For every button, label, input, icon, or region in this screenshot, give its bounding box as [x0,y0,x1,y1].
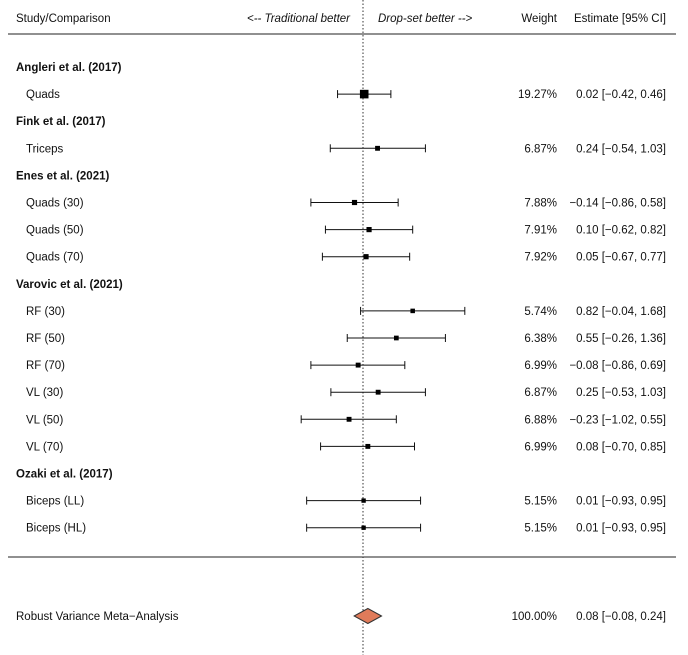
row-label: Triceps [26,143,64,155]
row-estimate: 0.24 [−0.54, 1.03] [576,143,666,155]
row-estimate: 0.05 [−0.67, 0.77] [576,252,666,264]
row-label: Quads (70) [26,252,84,264]
row-weight: 6.38% [524,333,557,345]
forest-rows: Angleri et al. (2017) Quads 19.27% 0.02 [−0… [16,62,666,625]
row-estimate: 0.55 [−0.26, 1.36] [576,333,666,345]
point-estimate [366,227,372,233]
point-estimate [359,89,369,99]
row-estimate: 0.02 [−0.42, 0.46] [576,89,666,101]
point-estimate [375,389,381,395]
header: Study/Comparison <-- Traditional better … [16,13,666,25]
group-label: Angleri et al. (2017) [16,62,122,74]
summary-weight: 100.00% [512,611,557,623]
row-estimate: 0.25 [−0.53, 1.03] [576,387,666,399]
row-weight: 7.91% [524,225,557,237]
summary-diamond [353,607,383,625]
row-estimate: 0.01 [−0.93, 0.95] [576,523,666,535]
row-estimate: 0.10 [−0.62, 0.82] [576,225,666,237]
row-label: RF (50) [26,333,65,345]
row-weight: 7.88% [524,198,557,210]
point-estimate [361,498,366,503]
row-label: Quads [26,89,60,101]
row-estimate: 0.08 [−0.70, 0.85] [576,441,666,453]
header-right-favors: Drop-set better --> [378,13,473,25]
header-estimate: Estimate [95% CI] [574,13,666,25]
point-estimate [375,145,380,151]
row-estimate: 0.82 [−0.04, 1.68] [576,306,666,318]
row-weight: 7.92% [524,252,557,264]
row-label: Biceps (HL) [26,523,86,535]
row-label: Quads (50) [26,225,84,237]
point-estimate [361,525,366,530]
row-label: VL (70) [26,441,63,453]
row-label: Quads (30) [26,198,84,210]
row-weight: 5.15% [524,523,557,535]
row-label: Biceps (LL) [26,496,84,508]
header-study: Study/Comparison [16,13,111,25]
row-weight: 6.88% [524,414,557,426]
row-label: RF (30) [26,306,65,318]
row-weight: 6.87% [524,143,557,155]
row-estimate: −0.08 [−0.86, 0.69] [569,360,666,372]
point-estimate [346,416,352,422]
point-estimate [355,362,361,368]
group-label: Enes et al. (2021) [16,170,109,182]
row-weight: 5.15% [524,496,557,508]
row-estimate: 0.01 [−0.93, 0.95] [576,496,666,508]
row-label: VL (50) [26,414,63,426]
header-left-favors: <-- Traditional better [247,13,351,25]
group-label: Fink et al. (2017) [16,116,106,128]
row-estimate: −0.14 [−0.86, 0.58] [569,198,666,210]
point-estimate [393,335,399,341]
row-label: VL (30) [26,387,63,399]
point-estimate [363,254,369,260]
row-weight: 5.74% [524,306,557,318]
summary-estimate: 0.08 [−0.08, 0.24] [576,611,666,623]
group-label: Varovic et al. (2021) [16,279,123,291]
row-label: RF (70) [26,360,65,372]
row-estimate: −0.23 [−1.02, 0.55] [569,414,666,426]
header-weight: Weight [521,13,557,25]
row-weight: 6.99% [524,441,557,453]
point-estimate [365,443,371,449]
group-label: Ozaki et al. (2017) [16,469,113,481]
summary-label: Robust Variance Meta−Analysis [16,611,179,623]
row-weight: 19.27% [518,89,557,101]
row-weight: 6.87% [524,387,557,399]
row-weight: 6.99% [524,360,557,372]
point-estimate [351,199,358,206]
point-estimate [410,308,415,314]
